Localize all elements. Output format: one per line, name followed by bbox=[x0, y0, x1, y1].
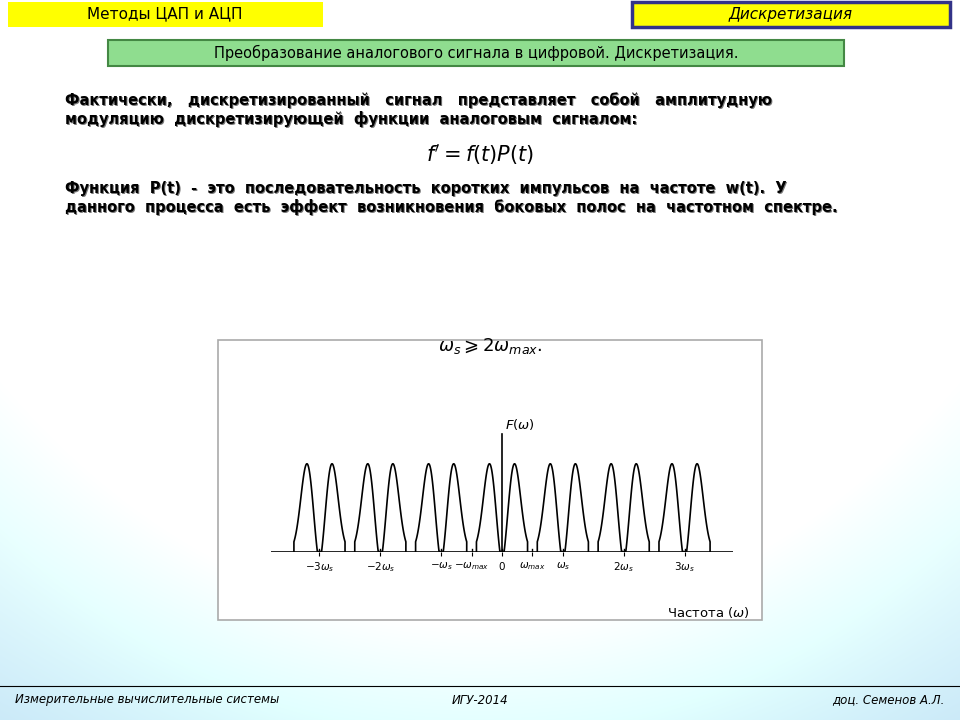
Bar bbox=[632, 2, 950, 27]
Text: Фактически,   дискретизированный   сигнал   представляет   собой   амплитудную: Фактически, дискретизированный сигнал пр… bbox=[65, 92, 772, 108]
Text: данного  процесса  есть  эффект  возникновения  боковых  полос  на  частотном  с: данного процесса есть эффект возникновен… bbox=[66, 200, 839, 217]
Text: $F(\omega)$: $F(\omega)$ bbox=[505, 417, 535, 432]
Text: доц. Семенов А.Л.: доц. Семенов А.Л. bbox=[832, 693, 945, 706]
Text: Измерительные вычислительные системы: Измерительные вычислительные системы bbox=[15, 693, 279, 706]
Text: ИГУ-2014: ИГУ-2014 bbox=[452, 693, 508, 706]
Text: данного  процесса  есть  эффект  возникновения  боковых  полос  на  частотном  с: данного процесса есть эффект возникновен… bbox=[65, 199, 838, 215]
Text: модуляцию  дискретизирующей  функции  аналоговым  сигналом:: модуляцию дискретизирующей функции анало… bbox=[66, 112, 638, 128]
Text: Функция  P(t)  -  это  последовательность  коротких  импульсов  на  частоте  w(t: Функция P(t) - это последовательность ко… bbox=[65, 181, 786, 196]
Text: Методы ЦАП и АЦП: Методы ЦАП и АЦП bbox=[87, 6, 243, 22]
Bar bbox=[108, 40, 844, 66]
Bar bbox=[218, 340, 762, 620]
Text: Функция  P(t)  -  это  последовательность  коротких  импульсов  на  частоте  w(t: Функция P(t) - это последовательность ко… bbox=[66, 182, 788, 197]
Text: Дискретизация: Дискретизация bbox=[729, 6, 853, 22]
Text: модуляцию  дискретизирующей  функции  аналоговым  сигналом:: модуляцию дискретизирующей функции анало… bbox=[65, 111, 637, 127]
Bar bbox=[8, 2, 323, 27]
Text: $f' = f(t)P(t)$: $f' = f(t)P(t)$ bbox=[426, 143, 534, 168]
Text: $\omega_s \geqslant 2\omega_{max}.$: $\omega_s \geqslant 2\omega_{max}.$ bbox=[438, 336, 542, 356]
Text: Фактически,   дискретизированный   сигнал   представляет   собой   амплитудную: Фактически, дискретизированный сигнал пр… bbox=[66, 94, 774, 109]
Text: Преобразование аналогового сигнала в цифровой. Дискретизация.: Преобразование аналогового сигнала в циф… bbox=[214, 45, 738, 61]
Text: Частота $(\omega)$: Частота $(\omega)$ bbox=[667, 605, 750, 619]
